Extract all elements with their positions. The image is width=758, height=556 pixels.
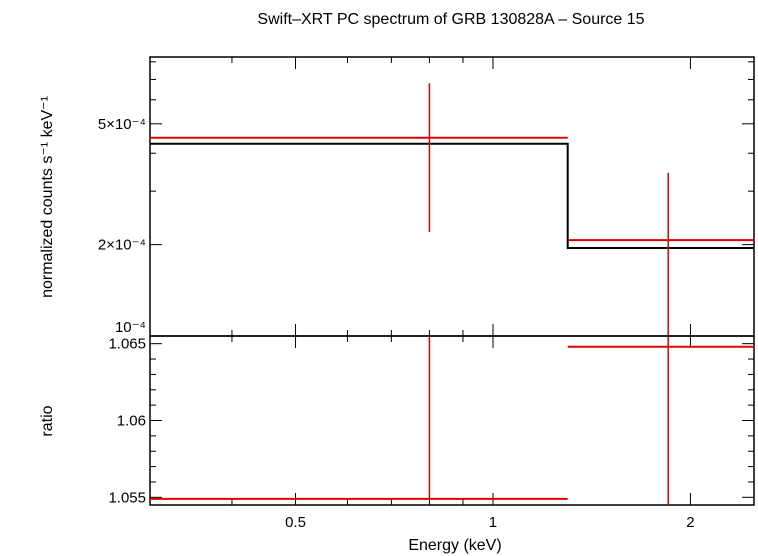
y-tick-label: 10⁻⁴ xyxy=(115,319,146,336)
panel-ratio: 1.055 1.06 1.065 xyxy=(108,335,755,506)
y-tick-label: 2×10⁻⁴ xyxy=(98,237,146,254)
x-tick-label: 0.5 xyxy=(285,514,306,531)
y-axis-label-spectrum: normalized counts s⁻¹ keV⁻¹ xyxy=(39,96,56,298)
y-tick-label: 1.06 xyxy=(117,413,146,430)
x-tick-label: 1 xyxy=(489,514,497,531)
y-axis-label-ratio: ratio xyxy=(39,405,56,436)
chart-title: Swift–XRT PC spectrum of GRB 130828A – S… xyxy=(257,11,644,28)
y-tick-label: 5×10⁻⁴ xyxy=(98,116,146,133)
y-tick-label: 1.055 xyxy=(108,489,146,506)
panel-frame xyxy=(149,335,755,506)
model-line xyxy=(150,142,754,249)
panel-spectrum: 10⁻⁴ 2×10⁻⁴ 5×10⁻⁴ xyxy=(98,56,755,337)
y-tick-label: 1.065 xyxy=(108,336,146,353)
x-tick-label: 2 xyxy=(686,514,694,531)
plot-layer: 10⁻⁴ 2×10⁻⁴ 5×10⁻⁴ 1.055 1.06 1.065 0.5 1 2 xyxy=(98,56,755,531)
x-axis-label: Energy (keV) xyxy=(408,537,501,554)
panel-frame xyxy=(149,56,755,337)
